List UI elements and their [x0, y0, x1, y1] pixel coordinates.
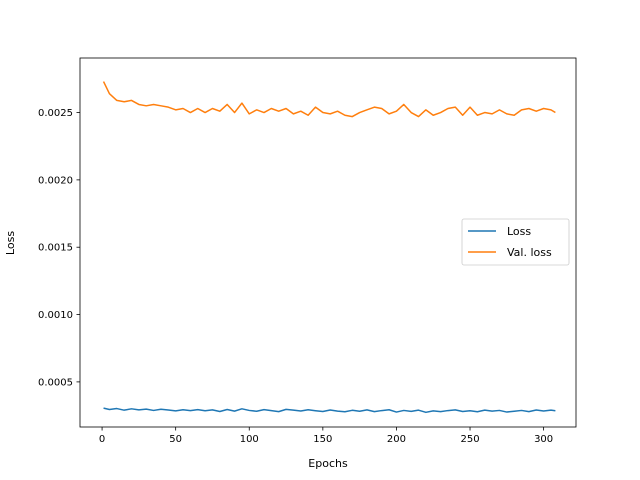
series-line-1 [102, 81, 556, 118]
x-tick-label: 200 [387, 434, 406, 445]
x-tick-label: 100 [240, 434, 259, 445]
x-tick-label: 50 [169, 434, 182, 445]
x-tick-label: 300 [534, 434, 553, 445]
y-tick-label: 0.0015 [38, 243, 73, 254]
x-tick-label: 0 [99, 434, 105, 445]
y-tick-label: 0.0010 [38, 310, 73, 321]
y-tick-label: 0.0005 [38, 377, 73, 388]
x-axis-title: Epochs [308, 457, 348, 470]
plot-frame [79, 57, 577, 428]
x-axis: 0 50 100 150 200 250 300 [99, 427, 553, 445]
y-tick-label: 0.0025 [38, 108, 73, 119]
y-axis-title: Loss [4, 231, 17, 255]
x-tick-label: 150 [313, 434, 332, 445]
y-axis: 0.0005 0.0010 0.0015 0.0020 0.0025 [38, 108, 80, 388]
series-line-0 [103, 407, 556, 414]
legend-label-0: Loss [507, 225, 531, 238]
x-tick-label: 250 [460, 434, 479, 445]
legend: Loss Val. loss [461, 218, 570, 266]
series-lines [102, 81, 556, 414]
y-tick-label: 0.0020 [38, 175, 73, 186]
legend-label-1: Val. loss [507, 246, 552, 259]
